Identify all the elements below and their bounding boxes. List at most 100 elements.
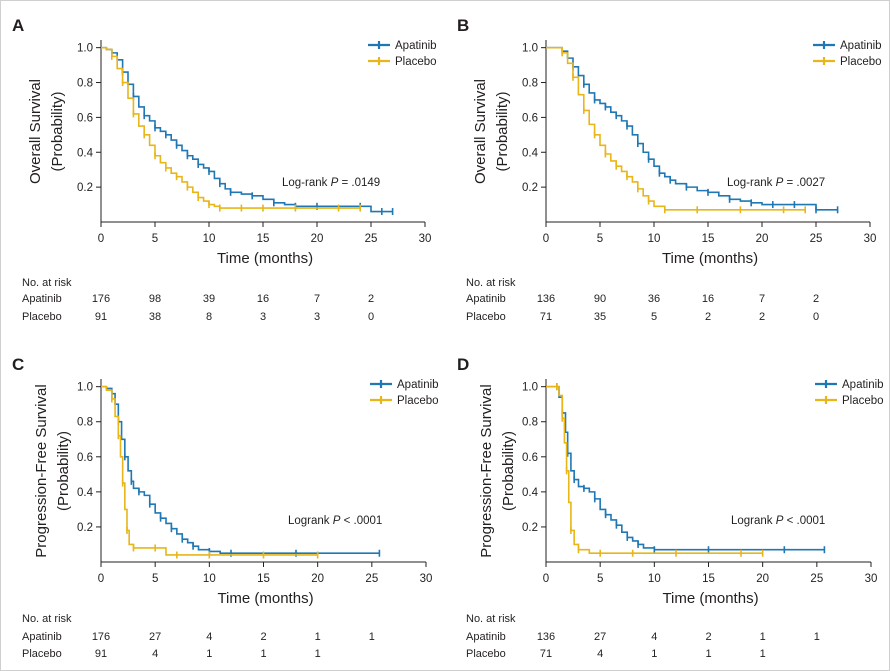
- y-tick-label: 0.6: [522, 452, 538, 464]
- risk-cell: 8: [206, 311, 212, 323]
- risk-cell: 4: [152, 648, 158, 660]
- risk-cell: 2: [705, 631, 711, 643]
- x-tick-label: 0: [98, 233, 104, 245]
- pvalue-p: P: [331, 177, 339, 189]
- y-tick-label: 0.4: [77, 487, 94, 499]
- x-tick-label: 10: [648, 573, 661, 585]
- pvalue-test: Logrank: [731, 515, 776, 527]
- risk-cell: 5: [651, 311, 657, 323]
- x-tick-label: 5: [152, 573, 158, 585]
- risk-cell: 27: [594, 631, 606, 643]
- series-line-apatinib: [546, 385, 825, 551]
- risk-cell: 39: [203, 293, 215, 305]
- pvalue-value: = .0149: [338, 177, 380, 189]
- x-tick-label: 25: [365, 233, 378, 245]
- y-axis-subtitle: (Probability): [49, 91, 66, 171]
- risk-cell: 71: [540, 648, 552, 660]
- x-tick-label: 30: [864, 233, 877, 245]
- x-tick-label: 20: [756, 573, 769, 585]
- y-axis-title: Progression-Free Survival: [478, 384, 495, 557]
- pvalue-annotation: Log-rank P = .0149: [282, 177, 380, 189]
- risk-cell: 176: [92, 293, 110, 305]
- legend-label: Placebo: [395, 56, 437, 68]
- risk-cell: 1: [260, 648, 266, 660]
- legend-label: Placebo: [397, 395, 439, 407]
- y-tick-label: 1.0: [522, 43, 538, 55]
- y-tick-label: 0.8: [522, 417, 538, 429]
- risk-cell: 1: [315, 631, 321, 643]
- x-tick-label: 25: [810, 573, 823, 585]
- x-tick-label: 20: [311, 573, 324, 585]
- risk-cell: 1: [760, 631, 766, 643]
- y-tick-label: 0.8: [77, 78, 93, 90]
- risk-cell: 4: [597, 648, 603, 660]
- pvalue-p: P: [776, 177, 784, 189]
- y-axis-subtitle: (Probability): [55, 431, 72, 511]
- risk-cell: 16: [257, 293, 269, 305]
- risk-cell: 1: [814, 631, 820, 643]
- risk-cell: 36: [648, 293, 660, 305]
- risk-row-label: Apatinib: [466, 293, 506, 305]
- legend-label: Apatinib: [397, 379, 439, 391]
- risk-cell: 3: [314, 311, 320, 323]
- legend-label: Placebo: [842, 395, 884, 407]
- y-tick-label: 0.2: [522, 522, 538, 534]
- pvalue-p: P: [776, 515, 784, 527]
- y-tick-label: 0.8: [522, 78, 538, 90]
- risk-cell: 90: [594, 293, 606, 305]
- x-tick-label: 10: [203, 233, 216, 245]
- risk-cell: 7: [759, 293, 765, 305]
- risk-cell: 91: [95, 648, 107, 660]
- risk-cell: 98: [149, 293, 161, 305]
- risk-cell: 1: [705, 648, 711, 660]
- x-tick-label: 30: [419, 233, 432, 245]
- pvalue-annotation: Log-rank P = .0027: [727, 177, 825, 189]
- x-axis-title: Time (months): [662, 250, 758, 267]
- series-line-placebo: [546, 385, 763, 555]
- x-tick-label: 5: [152, 233, 158, 245]
- y-tick-label: 0.8: [77, 417, 93, 429]
- risk-cell: 136: [537, 293, 555, 305]
- panel-c: C 0 5 10 15 20 25 30 1.0 0.8 0.6 0.4 0.2 Time (months…: [12, 355, 439, 660]
- risk-cell: 7: [314, 293, 320, 305]
- x-tick-label: 0: [98, 573, 104, 585]
- legend-label: Placebo: [840, 56, 882, 68]
- risk-row-label: Apatinib: [22, 293, 62, 305]
- y-tick-label: 0.4: [77, 147, 94, 159]
- risk-cell: 27: [149, 631, 161, 643]
- x-tick-label: 0: [543, 233, 549, 245]
- legend-label: Apatinib: [842, 379, 884, 391]
- risk-table-title: No. at risk: [466, 613, 516, 625]
- series-line-placebo: [101, 385, 318, 556]
- panel-letter: A: [12, 16, 24, 35]
- pvalue-annotation: Logrank P < .0001: [288, 515, 382, 527]
- y-tick-label: 0.2: [522, 182, 538, 194]
- y-axis-subtitle: (Probability): [500, 431, 517, 511]
- panel-d: D 0 5 10 15 20 25 30 1.0 0.8 0.6 0.4 0.2 Time (months…: [457, 355, 884, 660]
- x-tick-label: 30: [865, 573, 878, 585]
- x-tick-label: 5: [597, 573, 603, 585]
- risk-cell: 1: [760, 648, 766, 660]
- risk-row-label: Apatinib: [22, 631, 62, 643]
- risk-cell: 176: [92, 631, 110, 643]
- pvalue-value: < .0001: [783, 515, 825, 527]
- series-line-apatinib: [101, 385, 380, 555]
- panel-letter: D: [457, 355, 469, 374]
- risk-cell: 0: [813, 311, 819, 323]
- x-axis-title: Time (months): [217, 250, 313, 267]
- series-line-placebo: [101, 46, 361, 209]
- y-tick-label: 0.4: [522, 487, 539, 499]
- risk-cell: 91: [95, 311, 107, 323]
- risk-cell: 3: [260, 311, 266, 323]
- risk-cell: 1: [315, 648, 321, 660]
- risk-table-title: No. at risk: [22, 613, 72, 625]
- risk-cell: 4: [206, 631, 212, 643]
- risk-row-label: Apatinib: [466, 631, 506, 643]
- y-axis-title: Overall Survival: [472, 79, 489, 184]
- risk-cell: 2: [759, 311, 765, 323]
- pvalue-annotation: Logrank P < .0001: [731, 515, 825, 527]
- risk-cell: 136: [537, 631, 555, 643]
- y-tick-label: 1.0: [522, 382, 538, 394]
